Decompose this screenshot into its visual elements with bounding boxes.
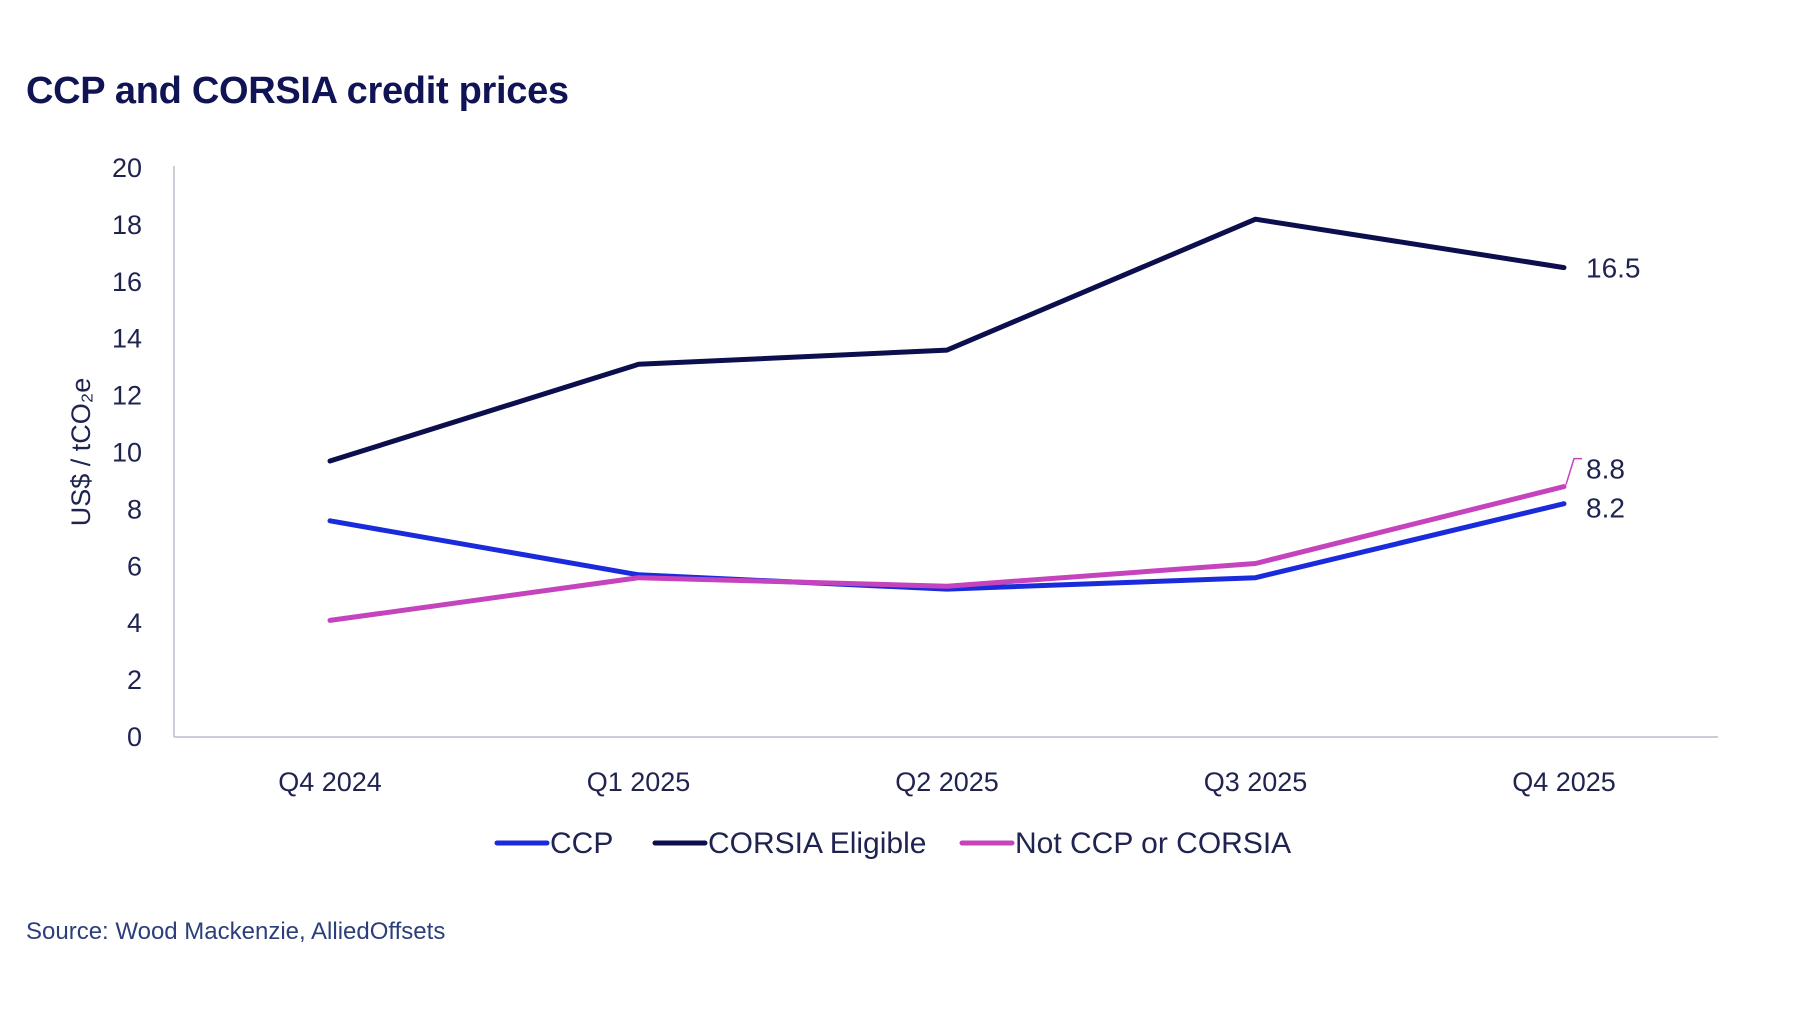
y-tick-labels: 0 2 4 6 8 10 12 14 16 18 20 — [112, 153, 142, 752]
y-tick-label: 16 — [112, 267, 142, 297]
data-label: 8.2 — [1586, 493, 1625, 524]
chart-title: CCP and CORSIA credit prices — [26, 70, 569, 112]
legend: CCP CORSIA Eligible Not CCP or CORSIA — [494, 827, 1291, 860]
legend-label: CCP — [550, 827, 613, 860]
x-tick-label: Q4 2025 — [1512, 767, 1616, 797]
data-labels: 8.2 16.5 8.8 — [1565, 253, 1641, 524]
x-tick-label: Q2 2025 — [895, 767, 999, 797]
y-tick-label: 2 — [127, 665, 142, 695]
data-label: 16.5 — [1586, 253, 1641, 284]
y-tick-label: 20 — [112, 153, 142, 183]
legend-label: CORSIA Eligible — [708, 827, 926, 860]
series-lines — [327, 216, 1567, 623]
axes — [173, 166, 1718, 738]
y-tick-label: 6 — [127, 551, 142, 581]
y-tick-label: 0 — [127, 722, 142, 752]
x-tick-label: Q4 2024 — [278, 767, 382, 797]
y-tick-label: 10 — [112, 438, 142, 468]
legend-label: Not CCP or CORSIA — [1015, 827, 1291, 860]
y-tick-label: 12 — [112, 381, 142, 411]
source-note: Source: Wood Mackenzie, AlliedOffsets — [26, 918, 446, 945]
y-tick-label: 18 — [112, 210, 142, 240]
series-line-not-ccp-or-corsia — [327, 484, 1567, 623]
series-line-ccp — [327, 501, 1567, 592]
data-label: 8.8 — [1586, 454, 1625, 485]
x-tick-labels: Q4 2024 Q1 2025 Q2 2025 Q3 2025 Q4 2025 — [278, 767, 1616, 797]
y-tick-label: 4 — [127, 608, 142, 638]
series-line-corsia-eligible — [327, 216, 1567, 464]
x-tick-label: Q3 2025 — [1204, 767, 1308, 797]
y-tick-label: 14 — [112, 324, 142, 354]
y-axis-label: US$ / tCO₂e — [66, 378, 96, 527]
leader-line — [1565, 457, 1582, 485]
x-tick-label: Q1 2025 — [587, 767, 691, 797]
y-tick-label: 8 — [127, 494, 142, 524]
